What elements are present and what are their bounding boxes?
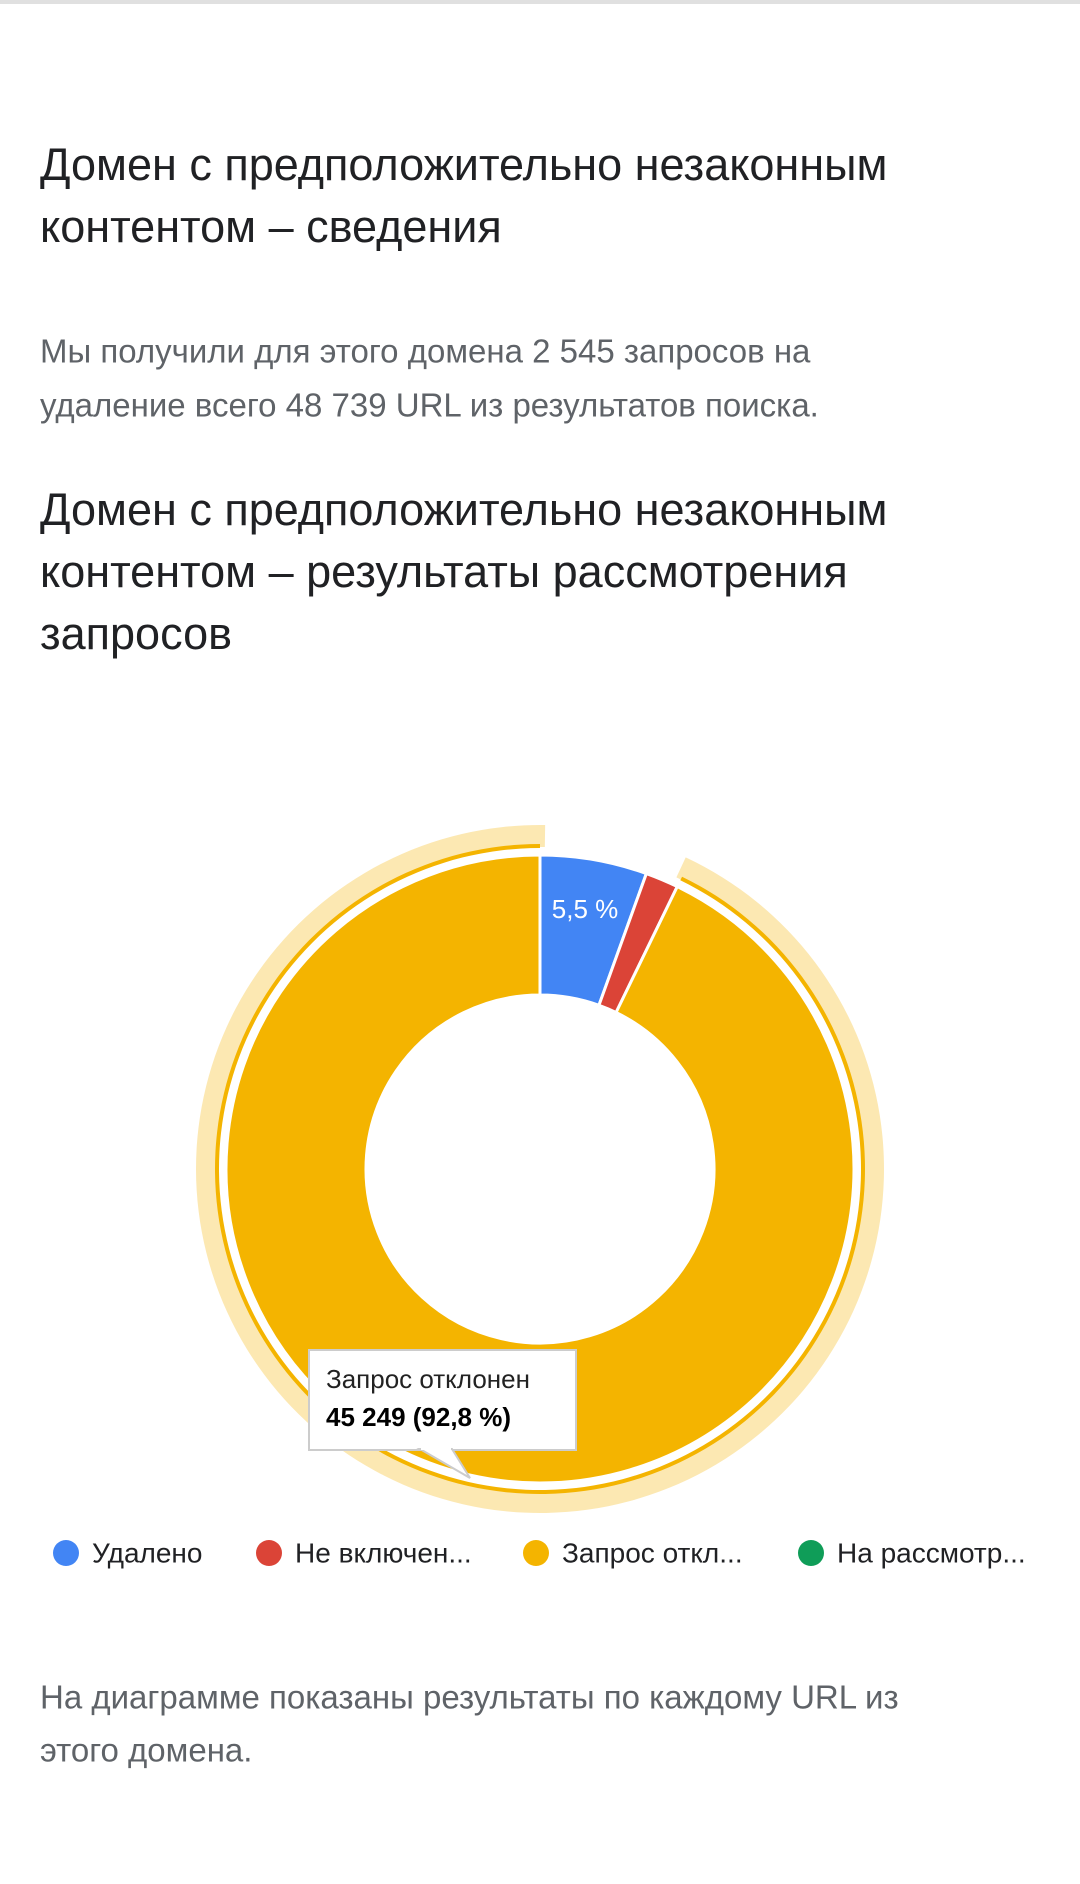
tooltip-title: Запрос отклонен <box>326 1364 530 1394</box>
legend-swatch <box>523 1540 549 1566</box>
chart-title: контентом – результаты рассмотрения <box>40 546 848 597</box>
summary: Мы получили для этого домена 2 545 запро… <box>40 333 811 370</box>
legend-label: Запрос откл... <box>562 1537 743 1568</box>
heading: Домен с предположительно незаконным <box>40 139 887 190</box>
legend-label: На рассмотр... <box>837 1537 1026 1568</box>
donut-chart: 5,5 % <box>196 825 885 1513</box>
summary: удаление всего 48 739 URL из результатов… <box>40 387 819 424</box>
footnote: На диаграмме показаны результаты по кажд… <box>40 1679 899 1716</box>
legend-swatch <box>256 1540 282 1566</box>
footnote: этого домена. <box>40 1732 252 1769</box>
tooltip-pointer-mask <box>421 1446 451 1450</box>
legend-swatch <box>798 1540 824 1566</box>
tooltip: Запрос отклонен 45 249 (92,8 %) <box>308 1349 577 1479</box>
chart-title: Домен с предположительно незаконным <box>40 484 887 535</box>
legend-swatch <box>53 1540 79 1566</box>
chart-title: запросов <box>40 608 232 659</box>
tooltip-text: 45 249 (92,8 %) <box>326 1402 511 1432</box>
tooltip-box <box>308 1349 577 1451</box>
data-label: 5,5 % <box>552 894 619 924</box>
heading: контентом – сведения <box>40 201 502 252</box>
slice <box>224 853 856 1485</box>
legend-label: Не включен... <box>295 1537 472 1568</box>
top-divider <box>0 0 1080 4</box>
legend-label: Удалено <box>92 1537 202 1568</box>
